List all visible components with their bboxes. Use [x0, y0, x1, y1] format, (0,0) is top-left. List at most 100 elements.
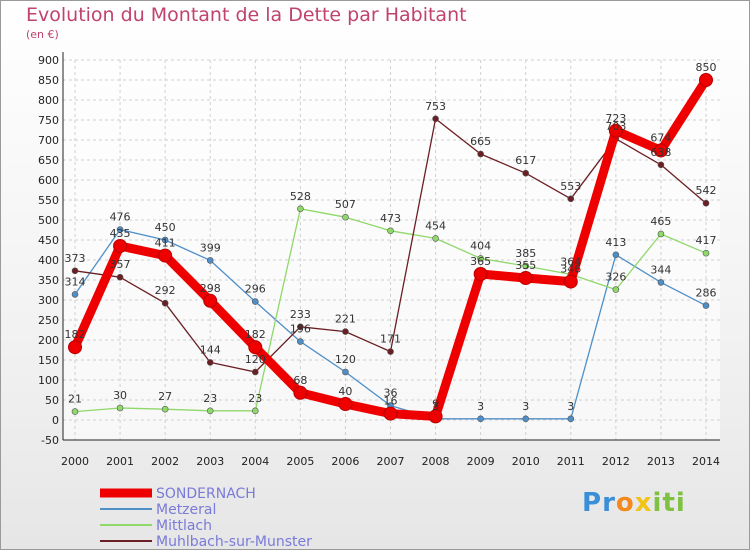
x-tick-label: 2005	[286, 455, 314, 468]
data-label-muhlbach-sur-munster: 292	[155, 284, 176, 297]
logo-letter: P	[582, 488, 603, 518]
data-point-sondernach	[248, 340, 263, 355]
x-tick-label: 2000	[61, 455, 89, 468]
data-point-sondernach	[699, 73, 713, 87]
x-tick-label: 2011	[557, 455, 585, 468]
data-label-mittlach: 385	[515, 247, 536, 260]
data-label-metzeral: 296	[245, 283, 266, 296]
data-point-muhlbach-sur-munster	[251, 368, 259, 376]
data-point-mittlach	[387, 227, 394, 235]
data-point-metzeral	[342, 368, 349, 376]
data-point-muhlbach-sur-munster	[432, 115, 439, 123]
data-label-mittlach: 473	[380, 212, 401, 225]
data-point-mittlach	[342, 213, 349, 221]
x-tick-label: 2010	[512, 455, 540, 468]
data-point-mittlach	[657, 230, 665, 238]
y-tick-label: 850	[38, 74, 59, 87]
data-point-muhlbach-sur-munster	[567, 195, 575, 203]
data-point-mittlach	[432, 235, 439, 242]
y-tick-label: 300	[38, 294, 59, 307]
data-point-muhlbach-sur-munster	[116, 273, 124, 281]
data-label-muhlbach-sur-munster: 638	[650, 146, 671, 159]
x-tick-label: 2003	[196, 455, 224, 468]
data-label-mittlach: 454	[425, 219, 446, 232]
x-tick-label: 2014	[692, 455, 720, 468]
proxiti-logo: Proxiti	[582, 488, 686, 518]
data-label-metzeral: 344	[650, 263, 671, 276]
data-point-sondernach	[608, 123, 623, 138]
x-tick-label: 2001	[106, 455, 134, 468]
logo-letter: t	[662, 488, 676, 518]
data-label-muhlbach-sur-munster: 553	[560, 180, 581, 193]
data-label-sondernach: 40	[338, 385, 352, 398]
data-label-metzeral: 413	[605, 236, 626, 249]
data-label-muhlbach-sur-munster: 233	[290, 308, 311, 321]
data-point-sondernach	[158, 248, 173, 263]
data-point-mittlach	[612, 286, 620, 293]
data-label-metzeral: 450	[155, 221, 176, 234]
y-tick-label: 400	[38, 254, 59, 267]
data-point-mittlach	[702, 249, 710, 257]
data-point-sondernach	[203, 293, 218, 308]
data-point-sondernach	[338, 397, 353, 411]
data-label-sondernach: 346	[560, 263, 581, 276]
y-tick-label: 550	[38, 194, 59, 207]
logo-letter: r	[602, 488, 616, 518]
data-point-muhlbach-sur-munster	[477, 150, 484, 158]
data-label-sondernach: 16	[384, 395, 398, 408]
data-label-metzeral: 120	[335, 353, 356, 366]
data-label-metzeral: 3	[477, 400, 484, 413]
data-label-sondernach: 850	[696, 61, 717, 74]
y-tick-label: 350	[38, 274, 59, 287]
data-point-muhlbach-sur-munster	[387, 348, 394, 355]
data-point-sondernach	[428, 409, 443, 424]
data-label-sondernach: 723	[605, 112, 626, 125]
data-point-metzeral	[161, 236, 169, 244]
data-label-muhlbach-sur-munster: 617	[515, 154, 536, 167]
data-point-metzeral	[612, 251, 620, 259]
data-label-mittlach: 21	[68, 393, 82, 406]
data-point-mittlach	[161, 405, 169, 413]
data-label-muhlbach-sur-munster: 373	[65, 252, 86, 265]
data-point-mittlach	[71, 408, 79, 415]
x-tick-label: 2009	[467, 455, 495, 468]
data-point-sondernach	[293, 385, 308, 400]
data-point-metzeral	[567, 415, 575, 423]
data-label-mittlach: 528	[290, 190, 311, 203]
data-label-metzeral: 196	[290, 323, 311, 336]
legend-label-metzeral: Metzeral	[156, 502, 216, 518]
data-label-muhlbach-sur-munster: 144	[200, 343, 221, 356]
data-point-muhlbach-sur-munster	[342, 328, 349, 335]
data-label-metzeral: 286	[696, 287, 717, 300]
data-label-metzeral: 36	[384, 387, 398, 400]
data-point-metzeral	[251, 298, 259, 305]
data-point-sondernach	[473, 267, 488, 281]
y-tick-label: 150	[38, 354, 59, 367]
data-point-mittlach	[477, 255, 484, 262]
legend-label-muhlbach-sur-munster: Muhlbach-sur-Munster	[156, 534, 312, 550]
y-tick-label: 500	[38, 214, 59, 227]
data-label-sondernach: 411	[155, 237, 176, 250]
logo-letter: x	[634, 488, 653, 518]
data-label-sondernach: 435	[110, 227, 131, 240]
y-tick-label: -50	[41, 434, 59, 447]
data-point-mittlach	[116, 404, 124, 412]
data-point-muhlbach-sur-munster	[522, 169, 530, 177]
data-label-sondernach: 9	[432, 397, 439, 410]
data-point-metzeral	[477, 415, 484, 423]
data-label-mittlach: 27	[158, 390, 172, 403]
data-point-metzeral	[522, 415, 530, 423]
y-tick-label: 0	[52, 414, 59, 427]
y-tick-label: 100	[38, 374, 59, 387]
data-label-mittlach: 23	[248, 392, 262, 405]
data-point-muhlbach-sur-munster	[657, 161, 665, 169]
y-tick-label: 750	[38, 114, 59, 127]
data-label-muhlbach-sur-munster: 753	[425, 100, 446, 113]
data-point-metzeral	[71, 291, 79, 298]
y-tick-label: 800	[38, 94, 59, 107]
data-point-metzeral	[657, 279, 665, 286]
data-label-muhlbach-sur-munster: 221	[335, 313, 356, 326]
data-label-muhlbach-sur-munster: 665	[470, 135, 491, 148]
y-tick-label: 650	[38, 154, 59, 167]
data-point-sondernach	[68, 340, 82, 355]
